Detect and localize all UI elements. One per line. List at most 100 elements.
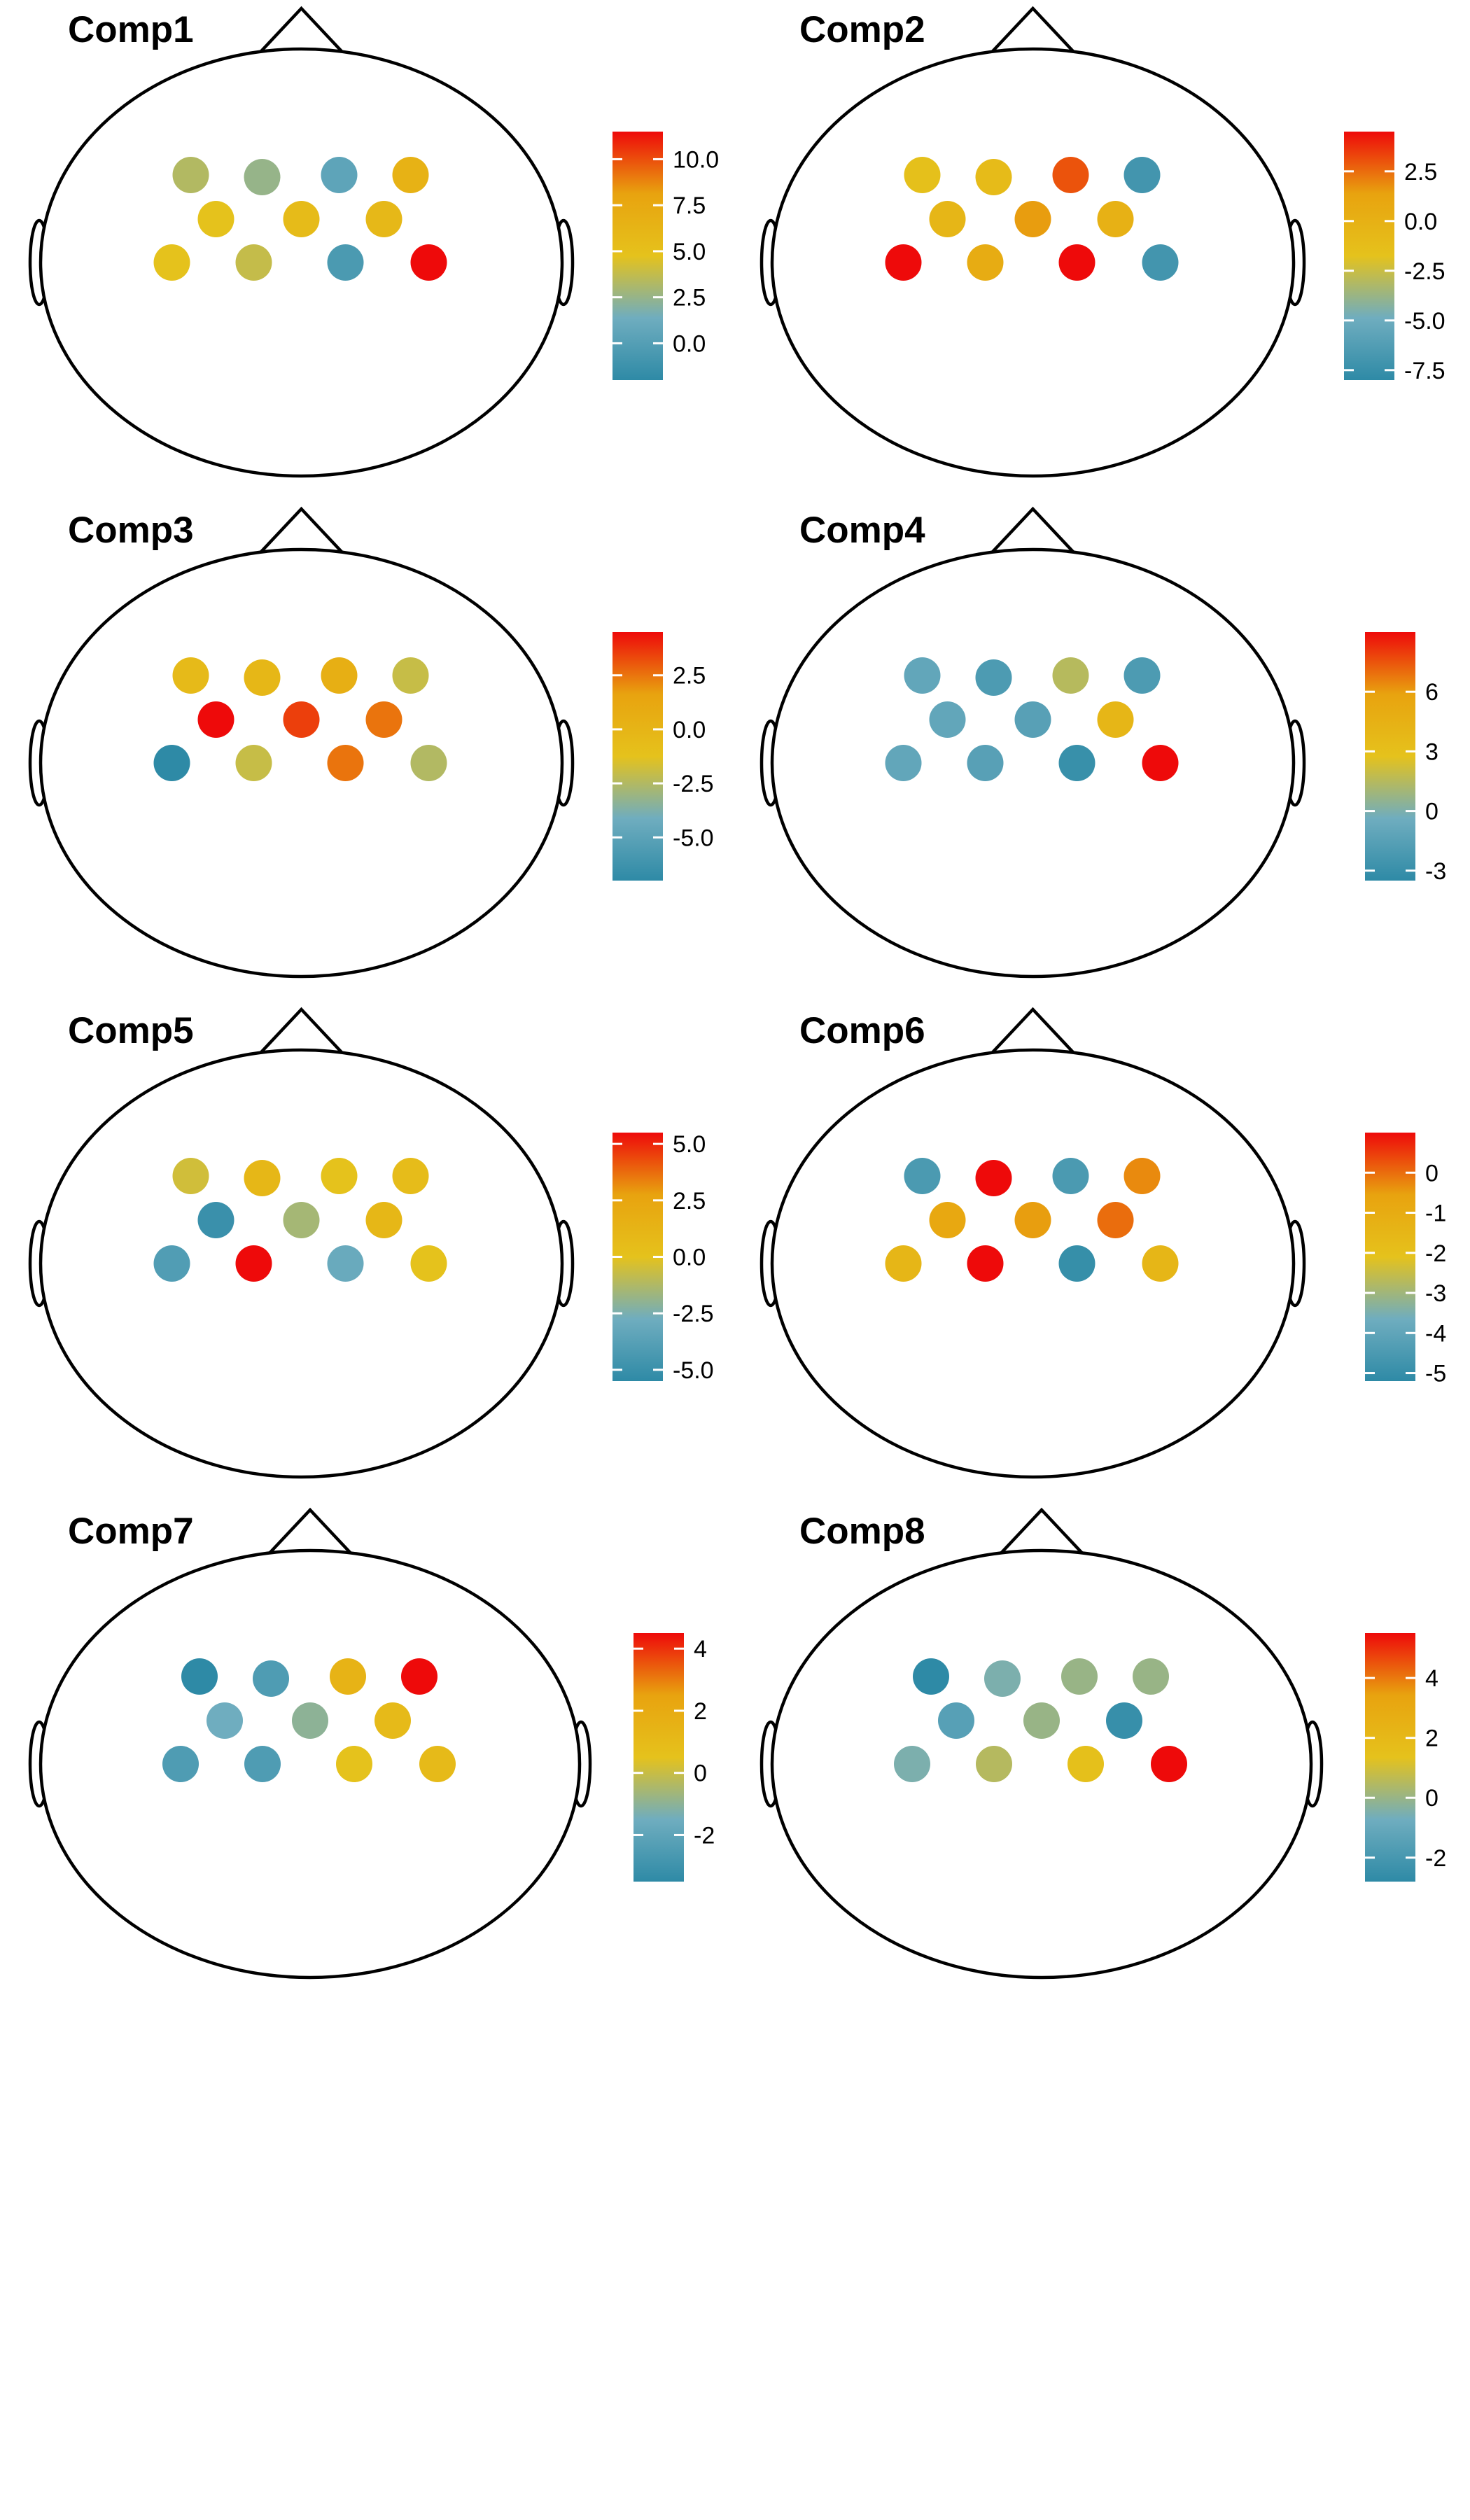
electrode-4 bbox=[1124, 1158, 1161, 1194]
electrode-4 bbox=[1133, 1658, 1169, 1695]
electrode-9 bbox=[967, 745, 1004, 781]
electrode-4 bbox=[392, 657, 429, 694]
electrode-3 bbox=[321, 157, 358, 193]
electrode-10 bbox=[327, 1245, 364, 1282]
panel-title: Comp2 bbox=[799, 9, 925, 50]
electrode-2 bbox=[975, 659, 1012, 696]
colorbar-tick-label: -5.0 bbox=[1404, 308, 1446, 335]
head-outline bbox=[38, 1548, 582, 1980]
electrode-2 bbox=[244, 659, 281, 696]
panel-title: Comp7 bbox=[68, 1511, 194, 1552]
electrode-8 bbox=[162, 1746, 199, 1782]
electrode-10 bbox=[327, 244, 364, 281]
colorbar-tick-label: -2 bbox=[1425, 1845, 1446, 1872]
electrode-2 bbox=[984, 1660, 1021, 1697]
electrode-10 bbox=[1068, 1746, 1104, 1782]
colorbar-tick-label: 5.0 bbox=[673, 1131, 706, 1158]
electrode-3 bbox=[1052, 1158, 1089, 1194]
electrode-1 bbox=[181, 1658, 218, 1695]
colorbar-tick-label: -5.0 bbox=[673, 825, 714, 851]
electrode-7 bbox=[365, 701, 402, 738]
electrode-10 bbox=[1058, 745, 1096, 781]
colorbar-tick-label: -4 bbox=[1425, 1320, 1446, 1347]
electrode-8 bbox=[153, 745, 190, 781]
colorbar-tick-label: 0 bbox=[1425, 1160, 1438, 1186]
colorbar-tick-label: 0 bbox=[694, 1760, 707, 1787]
electrode-11 bbox=[1142, 745, 1179, 781]
electrode-11 bbox=[1142, 1245, 1179, 1282]
colorbar-tick-label: 0 bbox=[1425, 1785, 1438, 1812]
electrode-9 bbox=[235, 1245, 272, 1282]
colorbar-tick-label: 0.0 bbox=[1404, 209, 1437, 235]
panel-title: Comp6 bbox=[799, 1010, 925, 1051]
electrode-5 bbox=[929, 701, 966, 738]
electrode-7 bbox=[1097, 1202, 1134, 1238]
colorbar-tick-label: 7.5 bbox=[673, 192, 706, 219]
electrode-3 bbox=[1061, 1658, 1098, 1695]
electrode-6 bbox=[283, 201, 320, 237]
electrode-2 bbox=[975, 159, 1012, 195]
electrode-1 bbox=[172, 657, 209, 694]
panel-comp3: Comp3 -5.0 -2.5 0.0 2.5 bbox=[28, 506, 714, 979]
electrode-1 bbox=[172, 157, 209, 193]
panel-comp6: Comp6 -5 -4 -3 -2 -1 0 bbox=[760, 1007, 1446, 1479]
head-outline bbox=[770, 1048, 1296, 1479]
colorbar bbox=[1365, 632, 1415, 881]
colorbar-tick-label: 2.5 bbox=[673, 663, 706, 690]
colorbar-tick-label: 5.0 bbox=[673, 239, 706, 265]
electrode-11 bbox=[410, 1245, 447, 1282]
electrode-9 bbox=[967, 244, 1004, 281]
electrode-7 bbox=[365, 1202, 402, 1238]
electrode-7 bbox=[1097, 201, 1134, 237]
electrode-7 bbox=[1106, 1702, 1142, 1739]
electrode-4 bbox=[392, 157, 429, 193]
colorbar bbox=[1365, 1633, 1415, 1882]
head-outline bbox=[38, 47, 564, 478]
electrode-5 bbox=[206, 1702, 243, 1739]
colorbar-tick-label: -2.5 bbox=[673, 771, 714, 797]
colorbar-tick-label: -5.0 bbox=[673, 1357, 714, 1384]
head-outline bbox=[770, 47, 1296, 478]
colorbar bbox=[1344, 132, 1394, 380]
colorbar-tick-label: -3 bbox=[1425, 858, 1446, 885]
head-outline bbox=[38, 1048, 564, 1479]
electrode-6 bbox=[283, 701, 320, 738]
head-outline bbox=[770, 1548, 1313, 1980]
electrode-6 bbox=[1014, 1202, 1051, 1238]
colorbar-tick-label: -2.5 bbox=[673, 1301, 714, 1327]
colorbar-tick-label: 2.5 bbox=[1404, 159, 1437, 186]
electrode-8 bbox=[894, 1746, 930, 1782]
electrode-3 bbox=[321, 1158, 358, 1194]
electrode-11 bbox=[410, 244, 447, 281]
electrode-6 bbox=[1014, 201, 1051, 237]
colorbar bbox=[612, 132, 663, 380]
electrode-8 bbox=[885, 1245, 922, 1282]
colorbar-tick-label: -2 bbox=[1425, 1240, 1446, 1267]
panel-title: Comp1 bbox=[68, 9, 194, 50]
electrode-8 bbox=[885, 244, 922, 281]
panel-comp4: Comp4 -3 0 3 6 bbox=[760, 506, 1446, 979]
electrode-4 bbox=[401, 1658, 438, 1695]
colorbar-tick-label: 10.0 bbox=[673, 146, 719, 173]
colorbar-tick-label: -2 bbox=[694, 1822, 715, 1849]
colorbar-tick-label: -1 bbox=[1425, 1200, 1446, 1227]
colorbar-tick-label: 6 bbox=[1425, 679, 1438, 706]
electrode-8 bbox=[153, 1245, 190, 1282]
electrode-11 bbox=[419, 1746, 456, 1782]
head-outline bbox=[38, 547, 564, 979]
electrode-4 bbox=[1124, 157, 1161, 193]
electrode-8 bbox=[885, 745, 922, 781]
panel-title: Comp3 bbox=[68, 510, 194, 551]
panel-comp1: Comp1 0.0 2.5 5.0 7.5 10.0 bbox=[28, 6, 719, 478]
electrode-8 bbox=[153, 244, 190, 281]
electrode-4 bbox=[1124, 657, 1161, 694]
colorbar-tick-label: 0.0 bbox=[673, 1245, 706, 1271]
electrode-1 bbox=[913, 1658, 949, 1695]
electrode-5 bbox=[929, 1202, 966, 1238]
electrode-3 bbox=[321, 657, 358, 694]
electrode-9 bbox=[967, 1245, 1004, 1282]
electrode-11 bbox=[410, 745, 447, 781]
colorbar-tick-label: 4 bbox=[1425, 1665, 1438, 1692]
electrode-5 bbox=[197, 1202, 234, 1238]
electrode-2 bbox=[975, 1160, 1012, 1196]
